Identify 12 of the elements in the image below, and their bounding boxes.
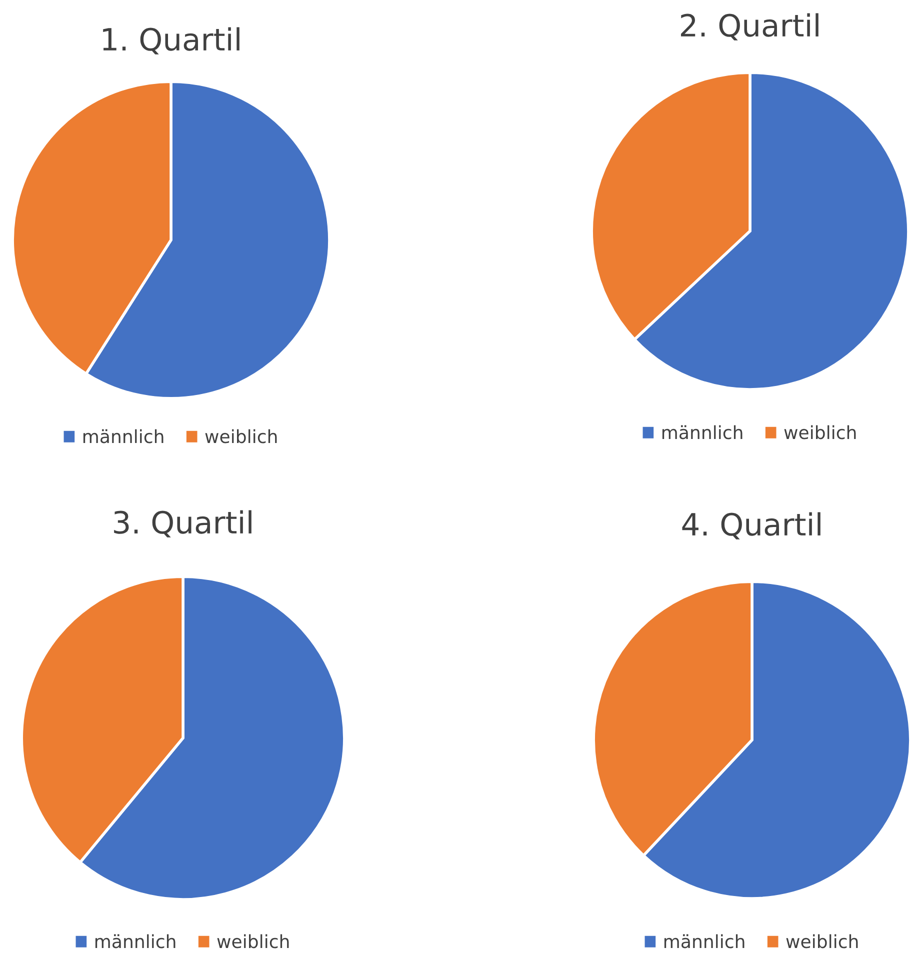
chart-title: 4. Quartil [682, 512, 820, 540]
legend-label: weiblich [205, 429, 277, 444]
legend-label: weiblich [786, 934, 858, 948]
legend-label: männlich [664, 934, 744, 948]
legend-label: männlich [95, 934, 176, 948]
legend-label: weiblich [784, 425, 856, 440]
chart-title: 3. Quartil [114, 510, 252, 538]
chart-title: 2. Quartil [680, 13, 818, 40]
legend-label: männlich [662, 425, 742, 440]
legend-label: männlich [83, 429, 164, 444]
legend-label: weiblich [217, 934, 289, 948]
chart-title: 1. Quartil [103, 27, 240, 54]
